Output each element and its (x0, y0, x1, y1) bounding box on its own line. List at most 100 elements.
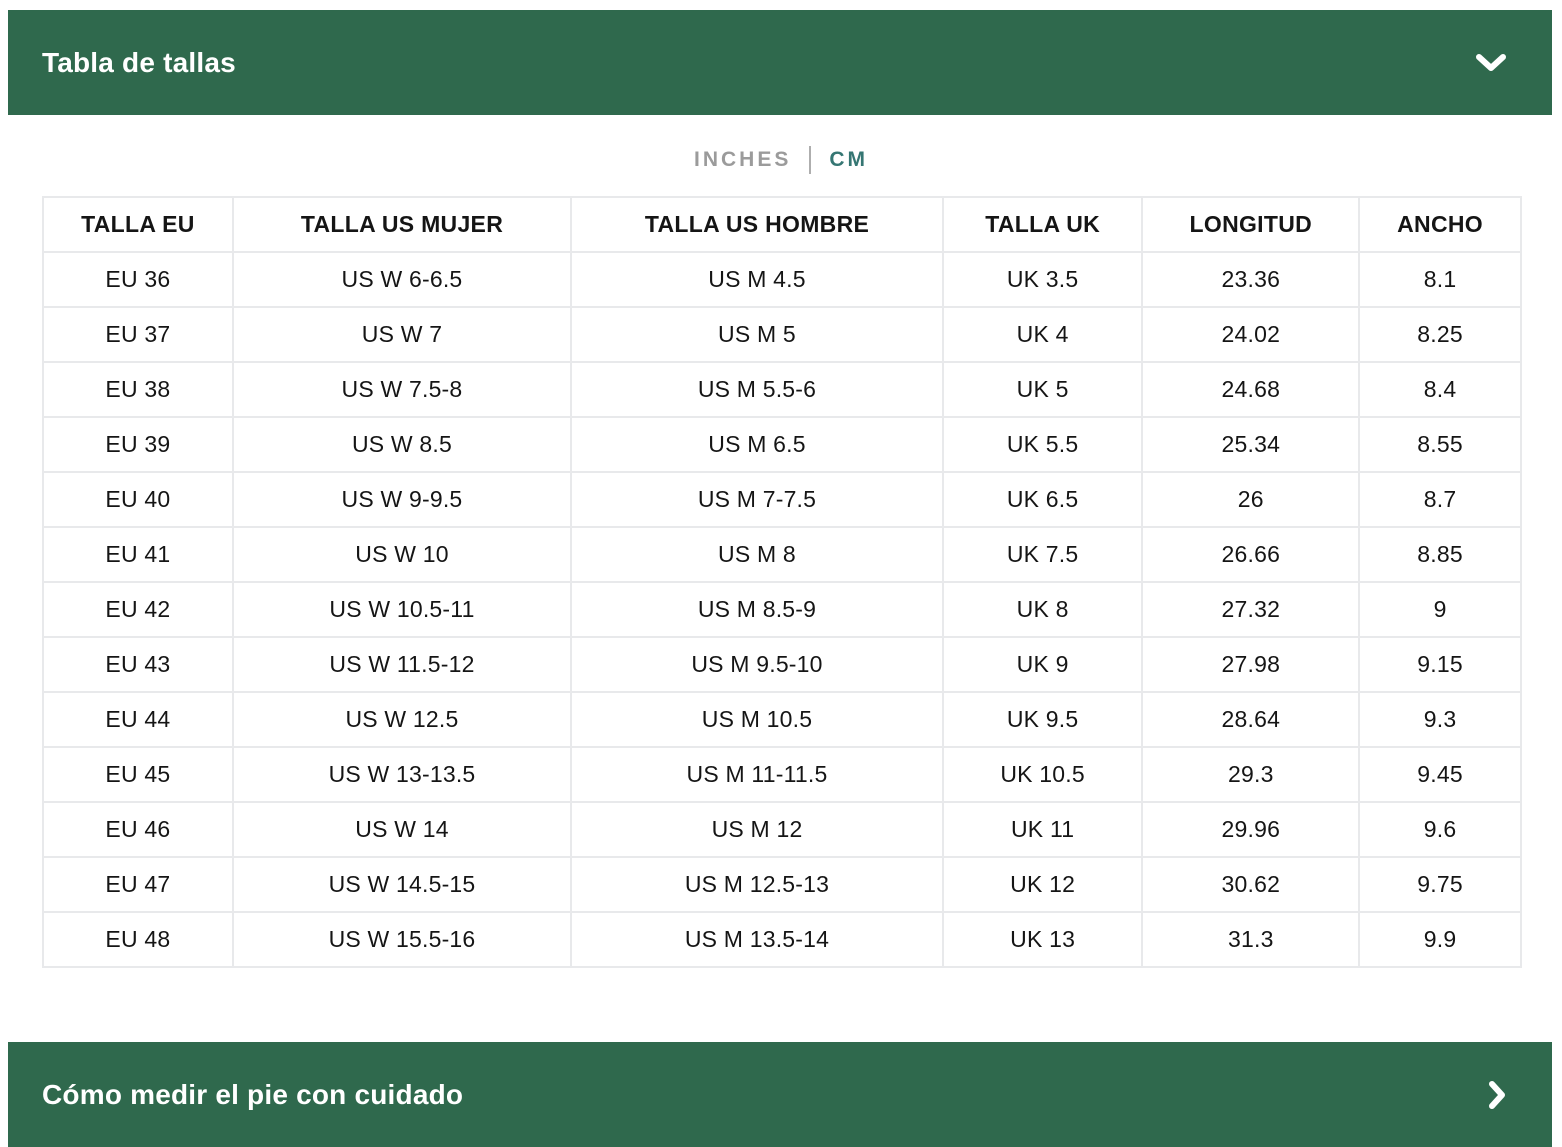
size-chart-table: TALLA EU TALLA US MUJER TALLA US HOMBRE TAL… (42, 196, 1522, 968)
table-cell: US M 12 (570, 801, 944, 858)
table-cell: UK 6.5 (941, 471, 1144, 528)
table-cell: US W 13-13.5 (231, 746, 573, 803)
table-cell: US M 4.5 (570, 251, 944, 308)
table-cell: 9.45 (1358, 746, 1522, 803)
table-cell: UK 12 (941, 856, 1144, 913)
table-row: EU 46 US W 14 US M 12 UK 11 29.96 9.6 (42, 801, 1522, 858)
table-cell: EU 40 (42, 471, 234, 528)
table-cell: 24.68 (1141, 361, 1361, 418)
table-row: EU 43 US W 11.5-12 US M 9.5-10 UK 9 27.98 9.1… (42, 636, 1522, 693)
table-cell: US W 11.5-12 (231, 636, 573, 693)
table-cell: 8.25 (1358, 306, 1522, 363)
column-header: ANCHO (1358, 196, 1522, 253)
unit-toggle-inches[interactable]: INCHES (693, 148, 792, 171)
table-row: EU 44 US W 12.5 US M 10.5 UK 9.5 28.64 9.3 (42, 691, 1522, 748)
table-cell: EU 37 (42, 306, 234, 363)
table-row: EU 36 US W 6-6.5 US M 4.5 UK 3.5 23.36 8.1 (42, 251, 1522, 308)
table-cell: 9.9 (1358, 911, 1522, 968)
table-cell: 27.98 (1141, 636, 1361, 693)
column-header: LONGITUD (1141, 196, 1361, 253)
table-cell: 23.36 (1141, 251, 1361, 308)
table-cell: US M 11-11.5 (570, 746, 944, 803)
table-cell: 26 (1141, 471, 1361, 528)
table-cell: US W 10.5-11 (231, 581, 573, 638)
table-cell: 8.7 (1358, 471, 1522, 528)
table-cell: US M 13.5-14 (570, 911, 944, 968)
table-cell: EU 42 (42, 581, 234, 638)
table-cell: US W 6-6.5 (231, 251, 573, 308)
table-cell: US W 14 (231, 801, 573, 858)
table-cell: 9 (1358, 581, 1522, 638)
table-cell: US M 8 (570, 526, 944, 583)
table-cell: US W 12.5 (231, 691, 573, 748)
table-cell: EU 48 (42, 911, 234, 968)
table-cell: US M 7-7.5 (570, 471, 944, 528)
table-cell: US W 8.5 (231, 416, 573, 473)
table-cell: UK 7.5 (941, 526, 1144, 583)
table-cell: 8.55 (1358, 416, 1522, 473)
table-cell: 26.66 (1141, 526, 1361, 583)
unit-toggle: INCHES CM (0, 138, 1562, 182)
table-row: EU 37 US W 7 US M 5 UK 4 24.02 8.25 (42, 306, 1522, 363)
table-row: EU 40 US W 9-9.5 US M 7-7.5 UK 6.5 26 8.7 (42, 471, 1522, 528)
table-cell: US M 8.5-9 (570, 581, 944, 638)
table-cell: UK 5.5 (941, 416, 1144, 473)
chevron-down-icon[interactable] (1476, 53, 1506, 72)
table-cell: UK 4 (941, 306, 1144, 363)
table-header-row: TALLA EU TALLA US MUJER TALLA US HOMBRE TAL… (42, 196, 1522, 253)
table-cell: 9.3 (1358, 691, 1522, 748)
table-cell: UK 9 (941, 636, 1144, 693)
table-row: EU 38 US W 7.5-8 US M 5.5-6 UK 5 24.68 8.4 (42, 361, 1522, 418)
measure-guide-title: Cómo medir el pie con cuidado (42, 1078, 464, 1110)
table-cell: 29.3 (1141, 746, 1361, 803)
table-cell: 8.1 (1358, 251, 1522, 308)
column-header: TALLA US HOMBRE (570, 196, 944, 253)
table-cell: 27.32 (1141, 581, 1361, 638)
size-chart-accordion-header[interactable]: Tabla de tallas (8, 10, 1552, 115)
table-cell: EU 46 (42, 801, 234, 858)
table-cell: US W 7 (231, 306, 573, 363)
table-cell: 24.02 (1141, 306, 1361, 363)
chevron-right-icon[interactable] (1488, 1080, 1506, 1110)
table-cell: 9.6 (1358, 801, 1522, 858)
table-cell: UK 10.5 (941, 746, 1144, 803)
table-cell: US M 6.5 (570, 416, 944, 473)
table-cell: 25.34 (1141, 416, 1361, 473)
column-header: TALLA US MUJER (231, 196, 573, 253)
table-cell: 9.75 (1358, 856, 1522, 913)
table-cell: US M 9.5-10 (570, 636, 944, 693)
table-cell: EU 39 (42, 416, 234, 473)
table-row: EU 39 US W 8.5 US M 6.5 UK 5.5 25.34 8.55 (42, 416, 1522, 473)
table-cell: US M 5.5-6 (570, 361, 944, 418)
unit-toggle-cm[interactable]: CM (829, 148, 869, 171)
table-cell: US W 10 (231, 526, 573, 583)
table-cell: US W 9-9.5 (231, 471, 573, 528)
table-cell: EU 44 (42, 691, 234, 748)
table-cell: EU 36 (42, 251, 234, 308)
table-cell: 8.4 (1358, 361, 1522, 418)
table-row: EU 45 US W 13-13.5 US M 11-11.5 UK 10.5 29.3… (42, 746, 1522, 803)
table-cell: 28.64 (1141, 691, 1361, 748)
table-row: EU 47 US W 14.5-15 US M 12.5-13 UK 12 30.62 9… (42, 856, 1522, 913)
table-cell: 31.3 (1141, 911, 1361, 968)
table-cell: 8.85 (1358, 526, 1522, 583)
table-row: EU 41 US W 10 US M 8 UK 7.5 26.66 8.85 (42, 526, 1522, 583)
measure-guide-accordion-header[interactable]: Cómo medir el pie con cuidado (8, 1042, 1552, 1147)
table-cell: US W 14.5-15 (231, 856, 573, 913)
table-cell: 9.15 (1358, 636, 1522, 693)
table-cell: 29.96 (1141, 801, 1361, 858)
column-header: TALLA UK (941, 196, 1144, 253)
size-chart-title: Tabla de tallas (42, 46, 236, 78)
table-cell: EU 41 (42, 526, 234, 583)
table-cell: UK 3.5 (941, 251, 1144, 308)
table-row: EU 42 US W 10.5-11 US M 8.5-9 UK 8 27.32 9 (42, 581, 1522, 638)
table-cell: UK 8 (941, 581, 1144, 638)
table-cell: US M 10.5 (570, 691, 944, 748)
table-cell: US M 5 (570, 306, 944, 363)
table-cell: EU 38 (42, 361, 234, 418)
table-row: EU 48 US W 15.5-16 US M 13.5-14 UK 13 31.3 9.… (42, 911, 1522, 968)
table-cell: US W 15.5-16 (231, 911, 573, 968)
table-cell: US W 7.5-8 (231, 361, 573, 418)
unit-toggle-divider (809, 146, 812, 174)
table-cell: 30.62 (1141, 856, 1361, 913)
